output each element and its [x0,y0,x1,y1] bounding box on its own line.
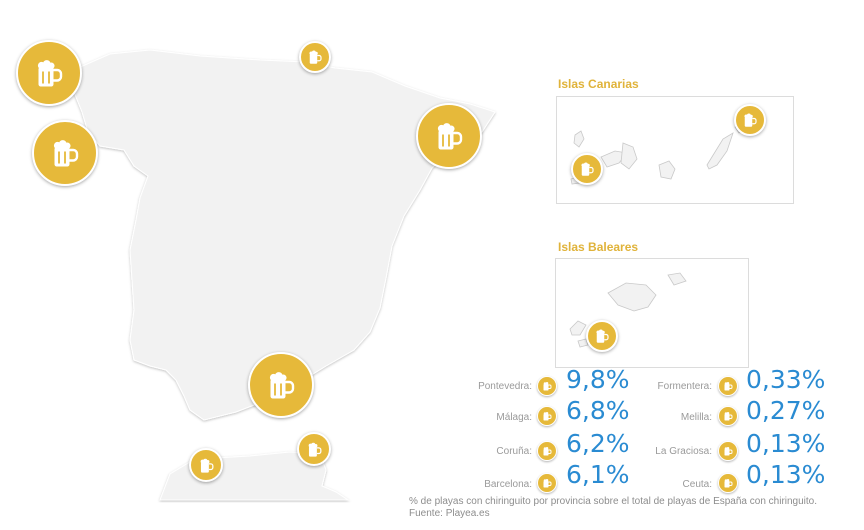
stat-value-formentera: 0,33% [746,365,826,394]
marker-ceuta[interactable] [189,448,223,482]
stat-name-malaga: Málaga: [496,412,532,423]
stat-value-barcelona: 6,1% [566,460,630,489]
beer-mug-icon [437,123,463,150]
marker-barcelona[interactable] [416,103,482,169]
island-fuerteventura [658,160,676,180]
baleares-title: Islas Baleares [558,240,639,254]
stat-name-coruna: Coruña: [496,446,532,457]
beer-mug-icon [537,406,557,426]
stat-value-ceuta: 0,13% [746,460,826,489]
beer-mug-icon [537,376,557,396]
beer-mug-icon [200,458,213,473]
stat-name-pontevedra: Pontevedra: [478,381,532,392]
stat-name-ceuta: Ceuta: [682,479,712,490]
stat-value-melilla: 0,27% [746,396,826,425]
island-menorca [667,272,687,286]
beer-mug-icon [53,140,79,167]
stat-name-formentera: Formentera: [657,381,712,392]
baleares-islands [569,272,687,348]
beer-mug-icon [537,473,557,493]
stat-value-malaga: 6,8% [566,396,630,425]
beer-mug-icon [718,473,738,493]
island-gran-canaria [620,142,638,170]
stat-value-coruna: 6,2% [566,429,630,458]
beer-mug-icon [308,442,321,457]
marker-pontevedra[interactable] [16,40,82,106]
marker-canarias-west[interactable] [571,153,603,185]
beer-mug-icon [596,329,609,343]
stat-value-pontevedra: 9,8% [566,365,630,394]
beer-mug-icon [37,60,63,87]
footnote-description: % de playas con chiringuito por provinci… [409,496,818,507]
baleares-inset [555,258,749,368]
beer-mug-icon [309,50,322,64]
beer-mug-icon [537,441,557,461]
beer-mug-icon [718,376,738,396]
marker-melilla[interactable] [297,432,331,466]
marker-la-graciosa[interactable] [734,104,766,136]
stat-name-barcelona: Barcelona: [484,479,532,490]
island-la-palma [573,130,585,148]
beer-mug-icon [269,372,295,399]
marker-malaga[interactable] [248,352,314,418]
stat-name-melilla: Melilla: [680,412,712,423]
marker-north-coast[interactable] [299,41,331,73]
beer-mug-icon [718,406,738,426]
footnote-source: Fuente: Playea.es [409,508,490,519]
beer-mug-icon [718,441,738,461]
island-ibiza [569,320,587,336]
marker-coruna[interactable] [32,120,98,186]
island-mallorca [607,282,657,312]
island-lanzarote [706,132,734,170]
beer-mug-icon [581,162,594,176]
stat-value-la-graciosa: 0,13% [746,429,826,458]
beer-mug-icon [744,113,757,127]
canarias-title: Islas Canarias [558,77,639,91]
marker-formentera[interactable] [586,320,618,352]
stat-name-la-graciosa: La Graciosa: [655,446,712,457]
